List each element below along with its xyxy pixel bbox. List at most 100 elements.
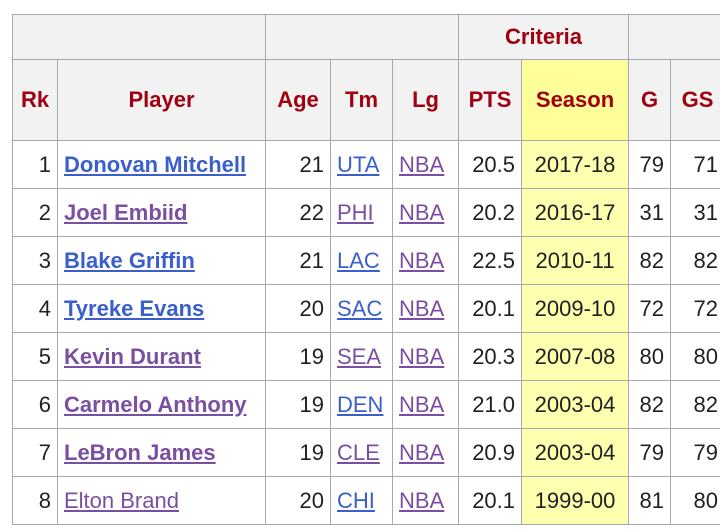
table-cell: 1 [12, 140, 58, 189]
table-row: 7 LeBron James 19 CLE NBA 20.9 2003-04 79 79 [12, 428, 720, 477]
table-cell: 2007-08 [521, 332, 630, 381]
column-header: Player [57, 59, 266, 141]
column-header: Age [265, 59, 331, 141]
player-link[interactable]: Donovan Mitchell [64, 151, 247, 177]
table-cell: SAC [330, 284, 393, 333]
table-cell: 82 [628, 380, 672, 429]
group-header-row: Criteria [12, 14, 720, 60]
table-cell: NBA [391, 380, 460, 429]
table-cell: 2003-04 [521, 428, 630, 477]
group-header-empty [264, 14, 460, 60]
player-link[interactable]: Carmelo Anthony [64, 391, 247, 417]
table-cell: 72 [628, 284, 672, 333]
table-cell: 22.5 [458, 236, 523, 285]
player-link[interactable]: Joel Embiid [64, 199, 188, 225]
table-cell: 31 [628, 188, 672, 237]
table-cell: 2009-10 [521, 284, 630, 333]
table-cell: 79 [628, 428, 672, 477]
table-cell: 20 [265, 476, 331, 525]
table-cell: 79 [628, 140, 672, 189]
column-header: Rk [12, 59, 58, 141]
league-link[interactable]: NBA [399, 391, 445, 417]
table-cell: CLE [330, 428, 393, 477]
team-link[interactable]: PHI [337, 199, 374, 225]
table-body: 1 Donovan Mitchell 21 UTA NBA 20.5 2017-18 79 71… [12, 140, 720, 525]
table-cell: UTA [330, 140, 393, 189]
team-link[interactable]: LAC [337, 247, 380, 273]
table-cell: NBA [391, 188, 460, 237]
column-header-row: Rk Player Age Tm Lg PTS Season G GS [12, 59, 720, 141]
table-cell: 31 [670, 188, 720, 237]
table-cell: 82 [670, 236, 720, 285]
player-link[interactable]: Blake Griffin [64, 247, 195, 273]
group-header: Criteria [458, 14, 630, 60]
table-cell: 80 [628, 332, 672, 381]
table-cell: 20.2 [458, 188, 523, 237]
table-cell: SEA [330, 332, 393, 381]
column-header: Season [521, 59, 630, 141]
column-header: Lg [391, 59, 460, 141]
column-header: GS [670, 59, 720, 141]
table-cell: 20.5 [458, 140, 523, 189]
group-header-empty [12, 14, 266, 60]
column-header: G [628, 59, 672, 141]
table-cell: 19 [265, 332, 331, 381]
table-cell: 7 [12, 428, 58, 477]
table-cell: CHI [330, 476, 393, 525]
table-cell: Kevin Durant [57, 332, 266, 381]
table-cell: 20.9 [458, 428, 523, 477]
table-cell: 4 [12, 284, 58, 333]
table-cell: 81 [628, 476, 672, 525]
table-cell: 5 [12, 332, 58, 381]
player-link[interactable]: Elton Brand [64, 487, 179, 513]
table-cell: Blake Griffin [57, 236, 266, 285]
table-cell: NBA [391, 476, 460, 525]
stats-table: Criteria Rk Player Age Tm Lg PTS Season G GS 1 Do… [12, 14, 720, 525]
league-link[interactable]: NBA [399, 247, 445, 273]
league-link[interactable]: NBA [399, 295, 445, 321]
player-link[interactable]: Tyreke Evans [64, 295, 205, 321]
table-cell: NBA [391, 284, 460, 333]
table-cell: 20 [265, 284, 331, 333]
table-cell: 19 [265, 380, 331, 429]
table-row: 4 Tyreke Evans 20 SAC NBA 20.1 2009-10 72 72 [12, 284, 720, 333]
table-cell: 20.3 [458, 332, 523, 381]
table-cell: 80 [670, 476, 720, 525]
table-cell: 2010-11 [521, 236, 630, 285]
table-cell: NBA [391, 428, 460, 477]
table-cell: LeBron James [57, 428, 266, 477]
table-cell: Donovan Mitchell [57, 140, 266, 189]
team-link[interactable]: UTA [337, 151, 380, 177]
league-link[interactable]: NBA [399, 343, 445, 369]
table-cell: 2017-18 [521, 140, 630, 189]
table-row: 5 Kevin Durant 19 SEA NBA 20.3 2007-08 80 80 [12, 332, 720, 381]
player-link[interactable]: LeBron James [64, 439, 216, 465]
table-cell: 8 [12, 476, 58, 525]
table-cell: PHI [330, 188, 393, 237]
table-cell: NBA [391, 332, 460, 381]
team-link[interactable]: DEN [337, 391, 384, 417]
table-cell: NBA [391, 236, 460, 285]
column-header: Tm [330, 59, 393, 141]
team-link[interactable]: SEA [337, 343, 382, 369]
table-row: 2 Joel Embiid 22 PHI NBA 20.2 2016-17 31 31 [12, 188, 720, 237]
table-cell: 21.0 [458, 380, 523, 429]
team-link[interactable]: CLE [337, 439, 380, 465]
table-row: 8 Elton Brand 20 CHI NBA 20.1 1999-00 81 80 [12, 476, 720, 525]
table-cell: 2 [12, 188, 58, 237]
league-link[interactable]: NBA [399, 199, 445, 225]
table-cell: NBA [391, 140, 460, 189]
team-link[interactable]: SAC [337, 295, 383, 321]
table-cell: 79 [670, 428, 720, 477]
player-link[interactable]: Kevin Durant [64, 343, 201, 369]
team-link[interactable]: CHI [337, 487, 375, 513]
league-link[interactable]: NBA [399, 151, 445, 177]
table-cell: LAC [330, 236, 393, 285]
column-header: PTS [458, 59, 523, 141]
table-cell: 19 [265, 428, 331, 477]
table-cell: Tyreke Evans [57, 284, 266, 333]
league-link[interactable]: NBA [399, 439, 445, 465]
table-row: 6 Carmelo Anthony 19 DEN NBA 21.0 2003-04 82 82 [12, 380, 720, 429]
league-link[interactable]: NBA [399, 487, 445, 513]
